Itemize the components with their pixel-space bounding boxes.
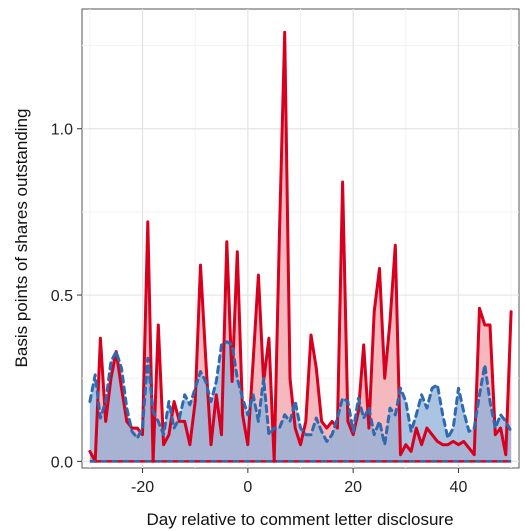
y-tick-label: 0.0 xyxy=(51,454,73,471)
series-2-area xyxy=(89,341,512,462)
x-tick-label: 20 xyxy=(344,479,362,496)
series-2-line xyxy=(88,340,513,447)
x-axis-title: Day relative to comment letter disclosur… xyxy=(146,510,453,529)
series-lines xyxy=(88,30,513,463)
series-areas xyxy=(89,32,512,462)
y-tick-label: 0.5 xyxy=(51,288,73,305)
x-tick-label: -20 xyxy=(131,479,154,496)
series-1-line xyxy=(88,30,513,463)
y-tick-label: 1.0 xyxy=(51,122,73,139)
y-axis-title: Basis points of shares outstanding xyxy=(12,109,31,368)
x-tick-label: 40 xyxy=(450,479,468,496)
axis-ticks: -20 0 20 40 0.0 0.5 1.0 xyxy=(51,122,468,496)
x-tick-label: 0 xyxy=(243,479,252,496)
